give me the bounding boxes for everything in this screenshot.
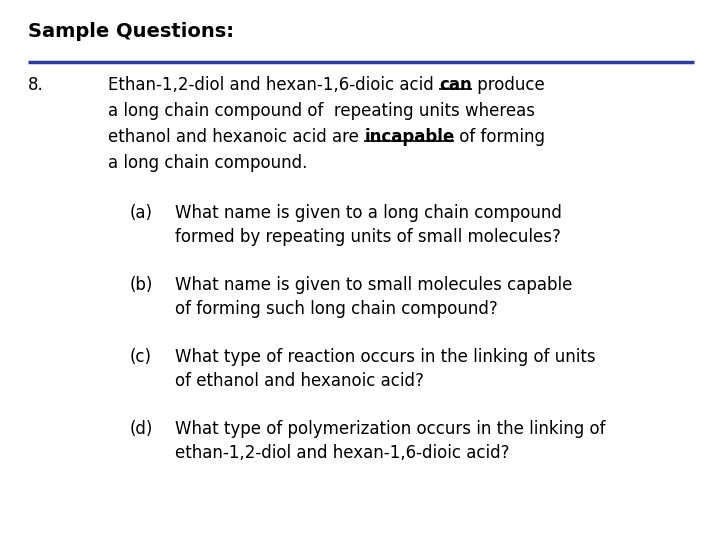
- Text: formed by repeating units of small molecules?: formed by repeating units of small molec…: [175, 228, 561, 246]
- Text: (a): (a): [130, 204, 153, 222]
- Text: a long chain compound of  repeating units whereas: a long chain compound of repeating units…: [108, 102, 535, 120]
- Text: of forming such long chain compound?: of forming such long chain compound?: [175, 300, 498, 318]
- Text: What name is given to a long chain compound: What name is given to a long chain compo…: [175, 204, 562, 222]
- Text: What type of polymerization occurs in the linking of: What type of polymerization occurs in th…: [175, 420, 606, 438]
- Text: produce: produce: [472, 76, 544, 94]
- Text: of ethanol and hexanoic acid?: of ethanol and hexanoic acid?: [175, 372, 424, 390]
- Text: (c): (c): [130, 348, 152, 366]
- Text: What name is given to small molecules capable: What name is given to small molecules ca…: [175, 276, 572, 294]
- Text: Sample Questions:: Sample Questions:: [28, 22, 234, 41]
- Text: (d): (d): [130, 420, 153, 438]
- Text: 8.: 8.: [28, 76, 44, 94]
- Text: What type of reaction occurs in the linking of units: What type of reaction occurs in the link…: [175, 348, 595, 366]
- Text: a long chain compound.: a long chain compound.: [108, 154, 307, 172]
- Text: ethanol and hexanoic acid are: ethanol and hexanoic acid are: [108, 128, 364, 146]
- Text: ethan-1,2-diol and hexan-1,6-dioic acid?: ethan-1,2-diol and hexan-1,6-dioic acid?: [175, 444, 510, 462]
- Text: can: can: [439, 76, 472, 94]
- Text: (b): (b): [130, 276, 153, 294]
- Text: incapable: incapable: [364, 128, 454, 146]
- Text: Ethan-1,2-diol and hexan-1,6-dioic acid: Ethan-1,2-diol and hexan-1,6-dioic acid: [108, 76, 439, 94]
- Text: of forming: of forming: [454, 128, 545, 146]
